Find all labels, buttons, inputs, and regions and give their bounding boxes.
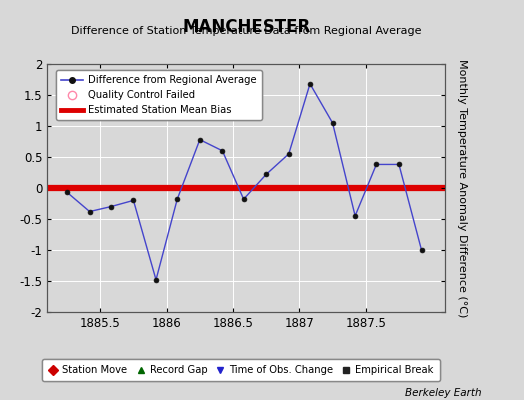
Text: Difference of Station Temperature Data from Regional Average: Difference of Station Temperature Data f… [71, 26, 421, 36]
Legend: Difference from Regional Average, Quality Control Failed, Estimated Station Mean: Difference from Regional Average, Qualit… [56, 70, 262, 120]
Legend: Station Move, Record Gap, Time of Obs. Change, Empirical Break: Station Move, Record Gap, Time of Obs. C… [42, 359, 440, 381]
Text: Berkeley Earth: Berkeley Earth [406, 388, 482, 398]
Text: MANCHESTER: MANCHESTER [182, 18, 310, 36]
Y-axis label: Monthly Temperature Anomaly Difference (°C): Monthly Temperature Anomaly Difference (… [457, 59, 467, 317]
